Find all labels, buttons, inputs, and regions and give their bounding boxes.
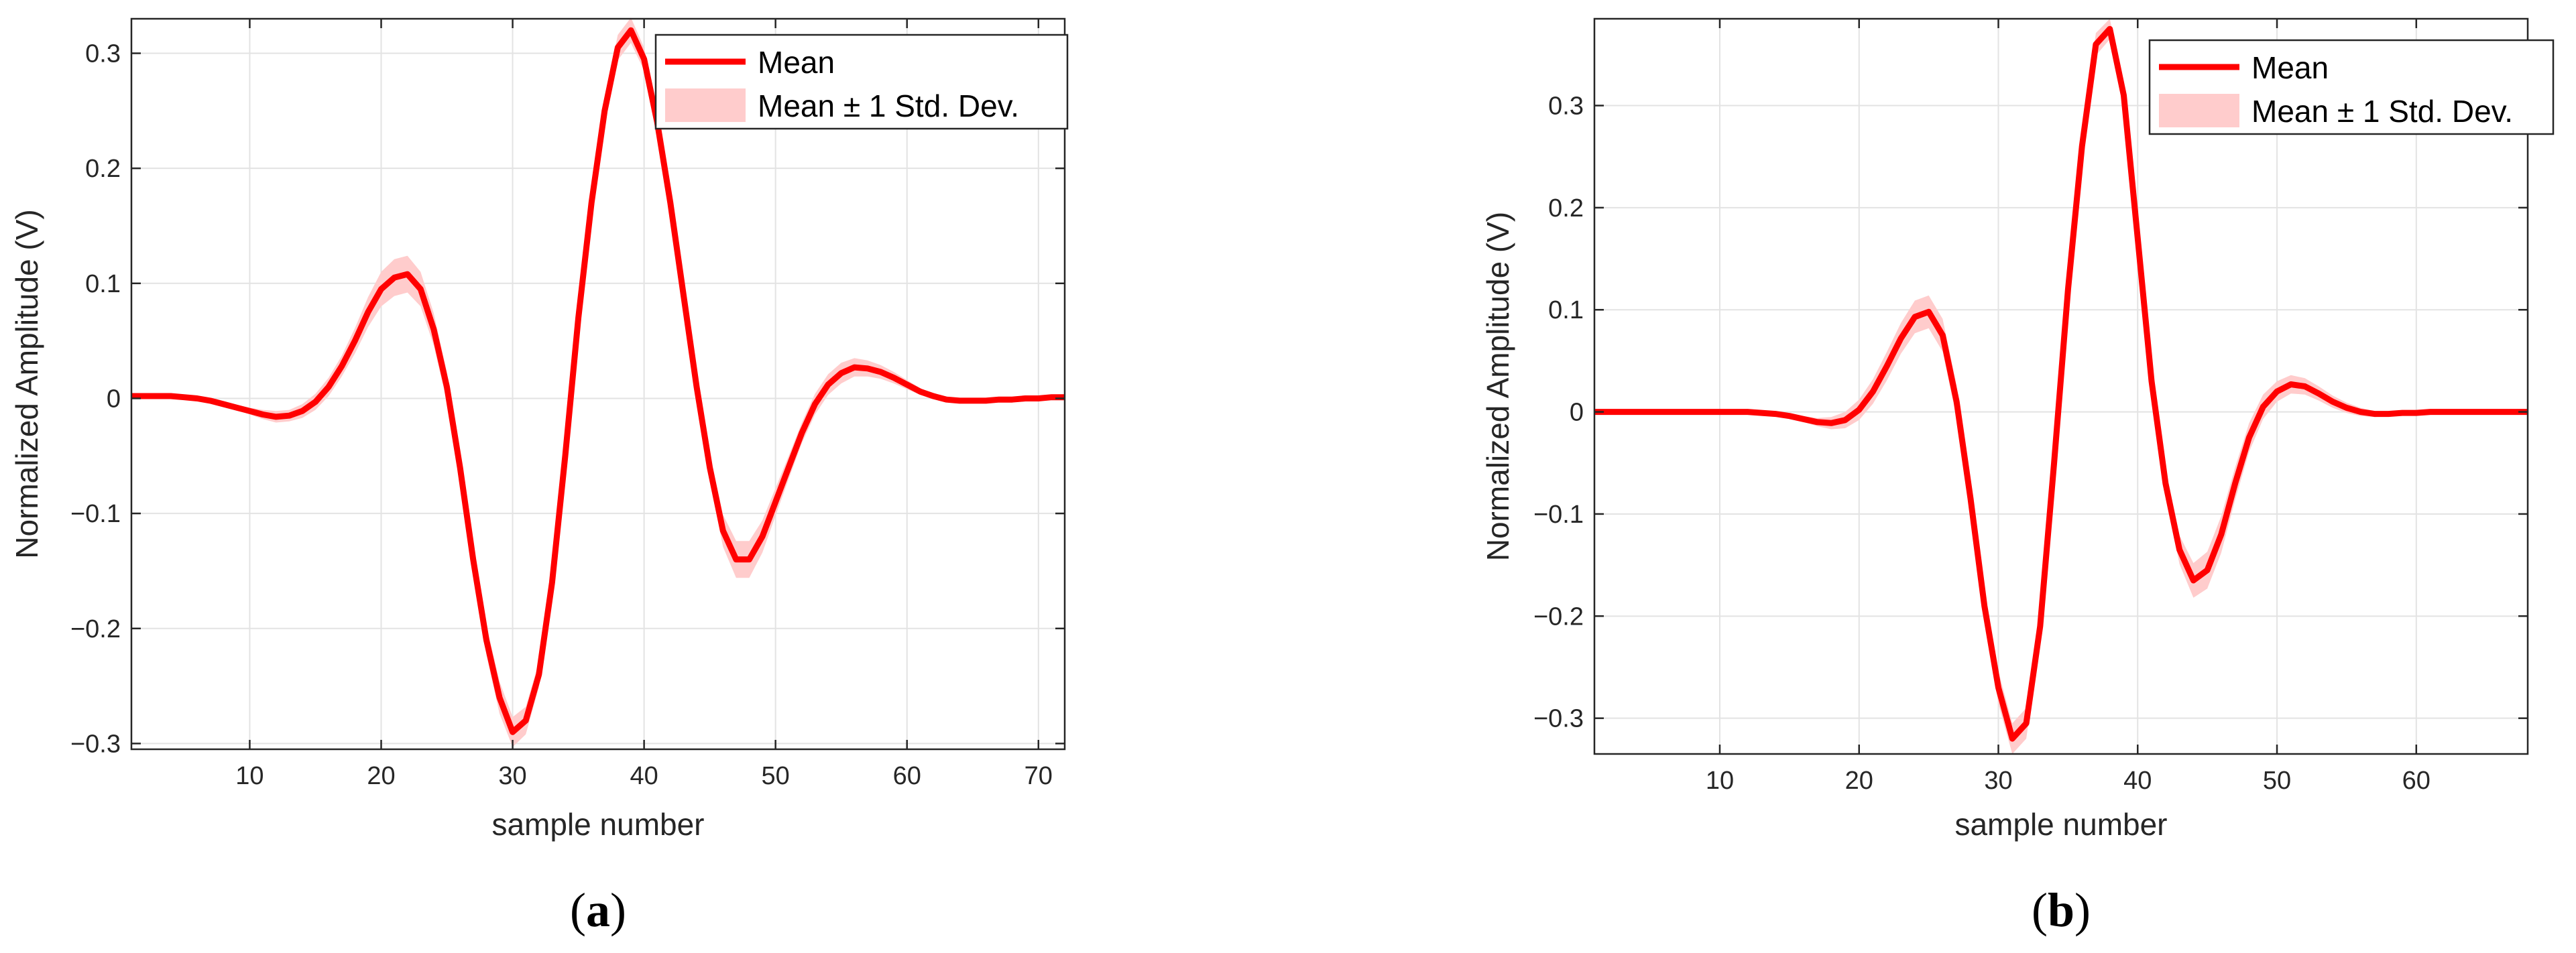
axes-box: [1593, 17, 2529, 755]
x-axis-label: sample number: [491, 807, 704, 842]
y-tick-label: −0.2: [1533, 602, 1584, 631]
x-tick-label: 50: [2263, 767, 2291, 795]
y-tick-label: −0.3: [1533, 705, 1584, 733]
subfigure-letter: a: [586, 883, 610, 937]
y-tick-label: 0.3: [85, 40, 121, 68]
y-tick-label: 0.2: [85, 155, 121, 183]
legend-mean-label: Mean: [2251, 50, 2329, 85]
x-tick-label: 30: [1984, 767, 2012, 795]
legend-band-swatch: [665, 88, 746, 122]
x-tick-label: 70: [1024, 762, 1053, 790]
x-tick-label: 10: [1706, 767, 1734, 795]
chart-panel-b: 10 20 30 40 50 60 −0.3 −0.2 −0.1 0 0.1 0.2 0.3 sample…: [1480, 17, 2555, 937]
y-tick-label: −0.2: [70, 615, 121, 643]
y-tick-label: −0.1: [70, 500, 121, 528]
axes-box: [130, 17, 1066, 751]
legend-mean-label: Mean: [758, 45, 835, 80]
subfigure-letter: b: [2048, 883, 2074, 937]
x-tick-label: 40: [630, 762, 658, 790]
y-tick-label: 0.3: [1548, 92, 1584, 121]
x-tick-label: 60: [893, 762, 921, 790]
x-tick-label: 20: [367, 762, 395, 790]
legend-band-label: Mean ± 1 Std. Dev.: [758, 88, 1019, 123]
subfigure-label: (a): [570, 883, 626, 937]
y-tick-label: 0.1: [85, 270, 121, 298]
legend-band-label: Mean ± 1 Std. Dev.: [2251, 94, 2513, 129]
subfigure-paren-open: (: [2032, 883, 2048, 937]
x-tick-label: 20: [1845, 767, 1873, 795]
mean-line: [1594, 25, 2528, 742]
y-tick-label: −0.3: [70, 730, 121, 758]
y-tick-label: 0: [1570, 399, 1584, 427]
subfigure-paren-open: (: [570, 883, 586, 937]
legend: Mean Mean ± 1 Std. Dev.: [654, 34, 1069, 130]
x-tick-label: 50: [762, 762, 790, 790]
y-axis-label: Normalized Amplitude (V): [9, 209, 44, 559]
subfigure-label: (b): [2032, 883, 2091, 937]
y-tick-label: 0.1: [1548, 296, 1584, 324]
chart-panel-a: 10 20 30 40 50 60 70 −0.3 −0.2 −0.1 0 0.1 0.2 0.3 samp…: [9, 17, 1069, 937]
subfigure-paren-close: ): [2074, 883, 2091, 937]
x-tick-label: 60: [2402, 767, 2431, 795]
legend-band-swatch: [2159, 94, 2239, 127]
y-tick-label: −0.1: [1533, 501, 1584, 529]
x-tick-label: 30: [498, 762, 526, 790]
y-axis-label: Normalized Amplitude (V): [1480, 212, 1515, 562]
y-tick-label: 0.2: [1548, 194, 1584, 223]
x-axis-label: sample number: [1954, 807, 2167, 842]
subfigure-paren-close: ): [610, 883, 626, 937]
x-tick-label: 10: [235, 762, 264, 790]
x-tick-label: 40: [2123, 767, 2152, 795]
mean-line: [131, 27, 1065, 735]
legend: Mean Mean ± 1 Std. Dev.: [2148, 39, 2555, 135]
y-tick-label: 0: [107, 385, 121, 413]
